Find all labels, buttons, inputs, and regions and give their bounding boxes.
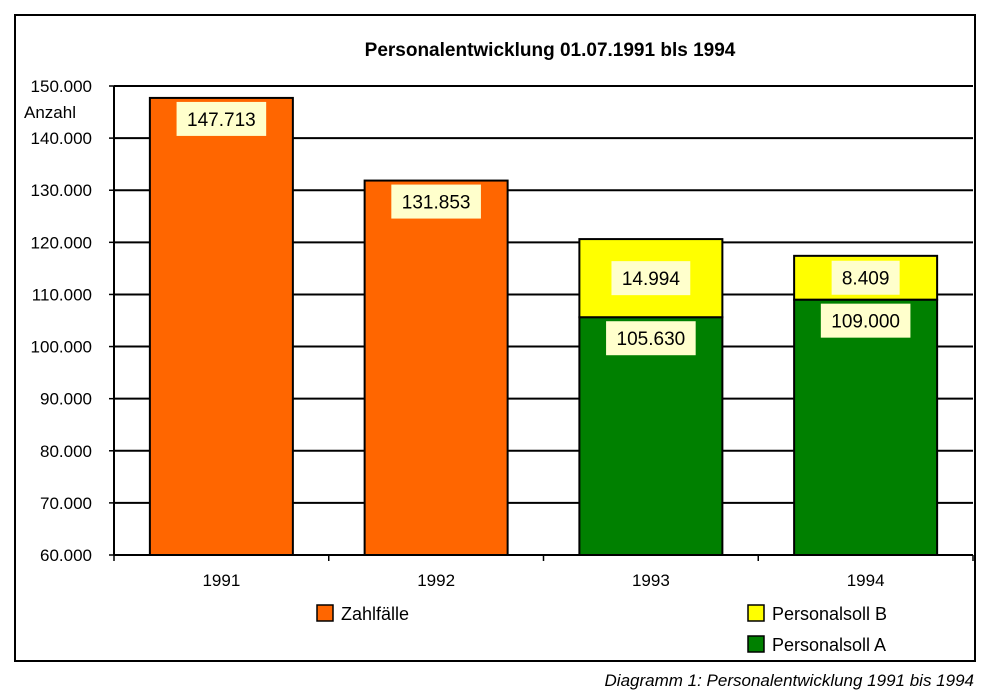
data-label: 105.630 (617, 329, 686, 350)
chart-frame (14, 14, 976, 662)
data-label-box (176, 101, 267, 136)
chart-title: Personalentwicklung 01.07.1991 bls 1994 (365, 40, 736, 61)
data-label-box (606, 321, 696, 356)
y-tick-label: 130.000 (31, 181, 92, 200)
legend-label: Zahlfälle (341, 604, 409, 624)
legend-swatch (316, 604, 334, 622)
x-tick-label: 1992 (417, 571, 455, 590)
x-tick-label: 1993 (632, 571, 670, 590)
figure-caption: Diagramm 1: Personalentwicklung 1991 bis… (604, 671, 974, 690)
x-tick-label: 1994 (847, 571, 885, 590)
data-label: 8.409 (842, 269, 890, 290)
bar (148, 96, 294, 556)
data-label-box (611, 261, 691, 296)
data-label: 147.713 (187, 110, 256, 131)
y-tick-label: 110.000 (32, 285, 92, 304)
legend-label: Personalsoll B (772, 604, 887, 624)
data-label-box (831, 260, 900, 295)
data-label: 14.994 (622, 269, 681, 290)
y-tick-label: 90.000 (40, 390, 92, 409)
axes: 60.000 70.000 80.000 90.000 100.000 110.000 12… (31, 77, 974, 590)
bar (578, 316, 724, 557)
y-tick-label: 150.000 (31, 77, 92, 96)
data-label-box (820, 303, 911, 338)
legend-label: Personalsoll A (772, 635, 886, 655)
bars: 147.713 131.853 105.630 14.994 109.000 8.409 (148, 96, 939, 557)
y-tick-label: 60.000 (40, 546, 92, 565)
y-tick-label: 70.000 (40, 494, 92, 513)
x-tick-label: 1991 (202, 571, 240, 590)
y-axis-label: Anzahl (24, 103, 76, 122)
y-tick-label: 80.000 (40, 442, 92, 461)
bar (363, 179, 509, 556)
legend-swatch (747, 604, 765, 622)
data-label: 131.853 (402, 193, 471, 214)
legend: Zahlfälle Personalsoll B Personalsoll A (316, 604, 887, 655)
legend-swatch (747, 635, 765, 653)
bar (793, 298, 939, 556)
y-tick-label: 100.000 (31, 338, 92, 357)
data-label-box (391, 184, 481, 219)
data-label: 109.000 (831, 312, 900, 333)
y-tick-label: 120.000 (31, 233, 92, 252)
y-tick-label: 140.000 (31, 129, 92, 148)
